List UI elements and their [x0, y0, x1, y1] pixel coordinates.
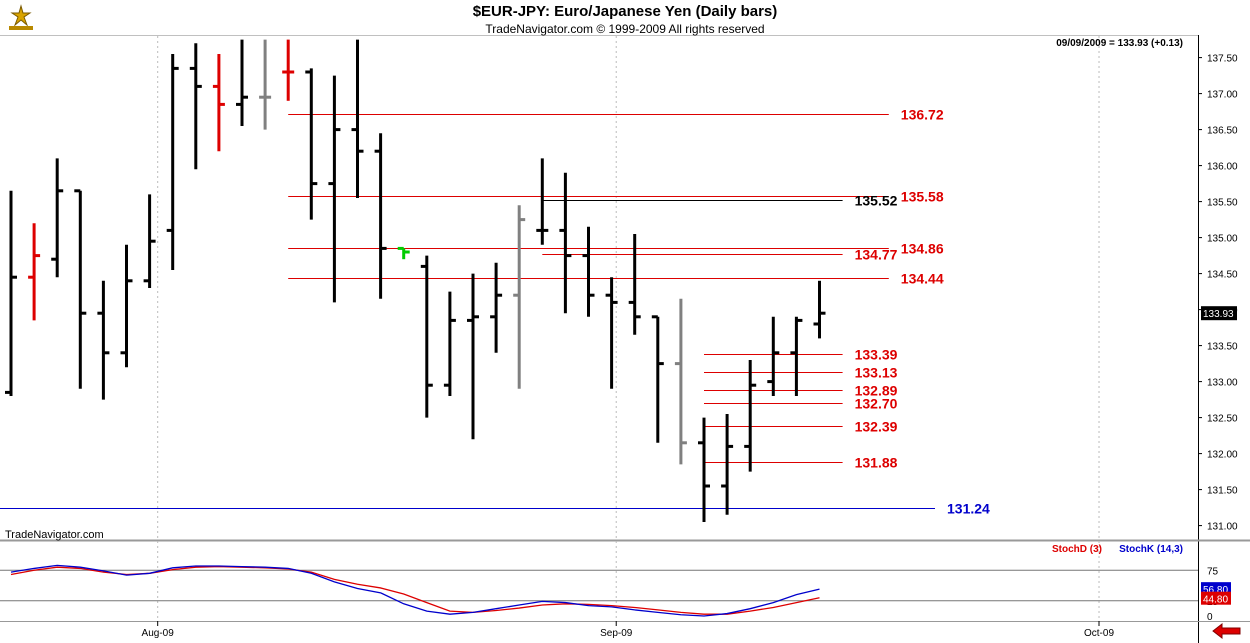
- ohlc-bar: [536, 158, 549, 245]
- ohlc-bar: [212, 54, 225, 152]
- price-tick-label: 136.00: [1207, 162, 1238, 173]
- level-label: 132.70: [855, 396, 898, 412]
- ohlc-bar: [166, 54, 179, 270]
- price-tick-label: 137.00: [1207, 90, 1238, 101]
- ohlc-bar: [651, 315, 664, 443]
- ohlc-bar: [467, 273, 479, 440]
- price-tick-label: 135.50: [1207, 198, 1238, 209]
- stoch-tick-label: 75: [1207, 566, 1219, 577]
- ohlc-bar: [582, 226, 595, 317]
- date-tick-label: Oct-09: [1084, 628, 1114, 639]
- ohlc-bar: [189, 43, 202, 170]
- level-label: 134.86: [901, 241, 944, 257]
- level-label: 131.24: [947, 501, 990, 517]
- price-axis: 131.00 131.50 132.00 132.50 133.00 133.50 134.…: [1198, 54, 1238, 533]
- ohlc-bar: [721, 414, 734, 515]
- level-label: 133.13: [855, 365, 898, 381]
- watermark: TradeNavigator.com: [5, 529, 104, 541]
- ohlc-bar: [443, 291, 456, 396]
- ohlc-bar: [236, 39, 248, 126]
- price-tick-label: 134.50: [1207, 270, 1238, 281]
- copyright-line: TradeNavigator.com © 1999-2009 All right…: [485, 22, 765, 36]
- last-price-label: 133.93: [1203, 309, 1234, 320]
- stochK-value-label: 56.80: [1203, 585, 1228, 596]
- trade-navigator-logo-icon: [9, 4, 33, 30]
- stochD-legend: StochD (3): [1052, 544, 1102, 555]
- level-label: 132.89: [855, 383, 898, 399]
- ohlc-bar: [120, 244, 133, 368]
- price-tick-label: 132.50: [1207, 414, 1238, 425]
- ohlc-bar: [605, 277, 618, 389]
- date-tick-label: Sep-09: [600, 628, 633, 639]
- ohlc-bar: [282, 39, 295, 101]
- ohlc-bar: [74, 189, 87, 389]
- price-tick-label: 131.00: [1207, 522, 1238, 533]
- stochD-value-label: 44.80: [1203, 595, 1228, 606]
- stoch-tick-label: 0: [1207, 612, 1213, 623]
- ohlc-bars: [5, 39, 826, 522]
- ohlc-bar: [767, 316, 780, 396]
- level-label: 134.77: [855, 247, 898, 263]
- price-tick-label: 136.50: [1207, 126, 1238, 137]
- price-tick-label: 133.50: [1207, 342, 1238, 353]
- ohlc-bar: [490, 262, 503, 353]
- price-tick-label: 131.50: [1207, 486, 1238, 497]
- price-tick-label: 135.00: [1207, 234, 1238, 245]
- ohlc-bar: [559, 172, 572, 314]
- ohlc-bar: [674, 298, 687, 465]
- price-tick-label: 132.00: [1207, 450, 1238, 461]
- ohlc-bar: [744, 360, 757, 472]
- ohlc-bar: [628, 234, 641, 335]
- level-label: 135.52: [855, 193, 898, 209]
- date-axis: Aug-09 Sep-09 Oct-09: [142, 621, 1114, 639]
- ohlc-bar: [259, 39, 272, 130]
- date-tick-label: Aug-09: [142, 628, 175, 639]
- ohlc-bar: [5, 190, 17, 396]
- level-label: 135.58: [901, 189, 944, 205]
- stochD-value-box: [1201, 591, 1231, 605]
- ohlc-bar: [813, 280, 826, 339]
- level-label: 134.44: [901, 271, 944, 287]
- price-tick-label: 133.00: [1207, 378, 1238, 389]
- level-label: 133.39: [855, 347, 898, 363]
- price-readout: 09/09/2009 = 133.93 (+0.13): [1056, 38, 1183, 49]
- ohlc-bar: [97, 280, 110, 400]
- last-price-box: [1201, 306, 1237, 321]
- ohlc-bar: [305, 68, 318, 220]
- stoch-series-line: [10, 564, 820, 617]
- ohlc-bar: [51, 158, 64, 278]
- ohlc-bar: [374, 133, 387, 299]
- ohlc-bar: [513, 205, 526, 389]
- ohlc-bar: [698, 417, 710, 522]
- ohlc-bar: [143, 194, 156, 288]
- ohlc-bar: [28, 223, 41, 321]
- ohlc-bar: [420, 255, 433, 418]
- scroll-arrow-icon[interactable]: [1212, 622, 1241, 640]
- chart-title: $EUR-JPY: Euro/Japanese Yen (Daily bars): [472, 3, 778, 20]
- ohlc-bar: [351, 39, 364, 198]
- price-tick-label: 137.50: [1207, 54, 1238, 65]
- level-label: 131.88: [855, 455, 898, 471]
- level-label: 132.39: [855, 419, 898, 435]
- stochK-legend: StochK (14,3): [1119, 544, 1183, 555]
- ohlc-bar: [328, 75, 341, 303]
- ohlc-bar: [790, 316, 803, 396]
- level-label: 136.72: [901, 107, 944, 123]
- ohlc-bar: [397, 246, 410, 260]
